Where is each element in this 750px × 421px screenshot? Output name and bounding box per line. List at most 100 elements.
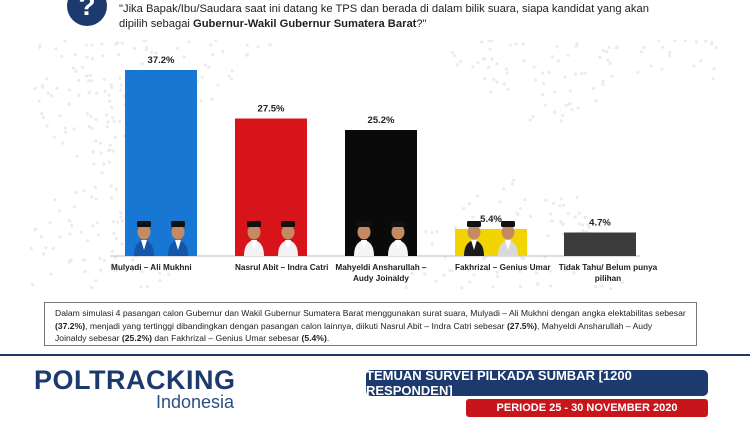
map-dot bbox=[114, 267, 118, 271]
map-dot bbox=[40, 112, 44, 116]
map-dot bbox=[90, 286, 94, 290]
map-dot bbox=[566, 53, 570, 57]
map-dot bbox=[101, 54, 105, 58]
map-dot bbox=[167, 272, 171, 276]
map-dot bbox=[450, 50, 454, 55]
map-dot bbox=[442, 273, 446, 277]
map-dot bbox=[102, 258, 106, 263]
map-dot bbox=[154, 51, 158, 55]
map-dot bbox=[58, 235, 62, 239]
map-dot bbox=[606, 58, 610, 62]
map-dot bbox=[506, 87, 510, 92]
map-dot bbox=[91, 150, 95, 154]
map-dot bbox=[52, 135, 56, 139]
map-dot bbox=[534, 78, 538, 82]
map-dot bbox=[555, 44, 559, 48]
map-dot bbox=[593, 285, 598, 289]
map-dot bbox=[85, 55, 89, 59]
map-dot bbox=[57, 209, 61, 213]
person-collar bbox=[251, 240, 257, 250]
map-dot bbox=[44, 246, 48, 250]
map-dot bbox=[110, 265, 114, 269]
map-dot bbox=[88, 73, 92, 77]
map-dot bbox=[110, 85, 114, 90]
map-dot bbox=[119, 215, 123, 219]
value-label: 4.7% bbox=[589, 218, 611, 229]
map-dot bbox=[113, 136, 118, 140]
map-dot bbox=[106, 120, 110, 124]
map-dot bbox=[504, 67, 509, 71]
map-dot bbox=[577, 222, 581, 226]
map-dot bbox=[96, 221, 100, 225]
poltracking-logo: POLTRACKING Indonesia bbox=[34, 366, 236, 412]
summary-bold-4: (5.4%) bbox=[301, 333, 327, 344]
map-dot bbox=[41, 115, 45, 119]
person-collar bbox=[395, 240, 401, 250]
map-dot bbox=[683, 40, 688, 43]
map-dot bbox=[547, 70, 551, 74]
candidate-photo bbox=[464, 221, 518, 256]
map-dot bbox=[210, 97, 214, 101]
map-dot bbox=[120, 219, 125, 223]
map-dot bbox=[118, 119, 122, 123]
map-dot bbox=[122, 94, 126, 98]
person-cap bbox=[281, 221, 295, 227]
person-head bbox=[391, 224, 405, 240]
map-dot bbox=[548, 269, 552, 273]
map-dot bbox=[434, 279, 438, 283]
summary-text-5: . bbox=[326, 333, 330, 344]
map-dot bbox=[42, 252, 46, 256]
map-dot bbox=[703, 40, 708, 43]
map-dot bbox=[143, 40, 147, 43]
map-dot bbox=[108, 99, 112, 103]
map-dot bbox=[498, 215, 502, 219]
map-dot bbox=[571, 267, 575, 271]
map-dot bbox=[694, 40, 698, 44]
candidate-photo bbox=[354, 221, 408, 256]
survey-banner: TEMUAN SURVEI PILKADA SUMBAR [1200 RESPO… bbox=[366, 368, 708, 398]
map-dot bbox=[564, 103, 568, 108]
map-dot bbox=[114, 187, 118, 191]
map-dot bbox=[601, 49, 605, 53]
map-dot bbox=[563, 75, 567, 79]
map-dot bbox=[187, 40, 191, 44]
map-dot bbox=[711, 76, 715, 80]
value-label: 37.2% bbox=[148, 55, 175, 66]
map-dot bbox=[657, 40, 661, 42]
map-dot bbox=[549, 284, 553, 288]
map-dot bbox=[598, 224, 602, 228]
map-dot bbox=[552, 201, 556, 205]
map-dot bbox=[91, 224, 95, 228]
map-dot bbox=[61, 141, 65, 145]
map-dot bbox=[96, 233, 100, 237]
map-dot bbox=[120, 41, 124, 45]
map-dot bbox=[550, 219, 554, 223]
map-dot bbox=[580, 71, 584, 76]
value-label: 5.4% bbox=[480, 214, 502, 225]
map-dot bbox=[33, 228, 37, 232]
bar-chart: 37.2% Mulyadi – Ali Mukhni 27.5% Nasrul Abi… bbox=[110, 55, 658, 283]
map-dot bbox=[544, 198, 548, 202]
map-dot bbox=[564, 268, 568, 272]
person-collar bbox=[175, 240, 181, 250]
map-dot bbox=[559, 220, 563, 224]
map-dot bbox=[81, 65, 85, 69]
person-head bbox=[467, 224, 481, 240]
map-dot bbox=[207, 65, 211, 69]
map-dot bbox=[576, 106, 580, 110]
person-cap bbox=[137, 221, 151, 227]
map-dot bbox=[67, 219, 72, 223]
map-dot bbox=[495, 62, 499, 66]
map-dot bbox=[94, 197, 98, 201]
map-dot bbox=[543, 103, 547, 107]
map-dot bbox=[89, 114, 93, 118]
person-cap bbox=[247, 221, 261, 227]
person-head bbox=[137, 224, 151, 240]
map-dot bbox=[40, 85, 44, 89]
map-dot bbox=[609, 287, 613, 290]
map-dot bbox=[605, 50, 609, 54]
map-dot bbox=[483, 57, 487, 61]
map-dot bbox=[229, 77, 233, 81]
map-dot bbox=[550, 55, 555, 59]
map-dot bbox=[483, 76, 487, 81]
